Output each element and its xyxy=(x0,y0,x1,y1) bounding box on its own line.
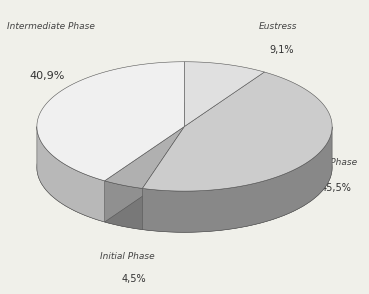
Text: 40,9%: 40,9% xyxy=(30,71,65,81)
Text: 9,1%: 9,1% xyxy=(269,45,294,55)
Ellipse shape xyxy=(37,103,332,232)
Polygon shape xyxy=(142,72,332,191)
Polygon shape xyxy=(184,62,264,126)
Polygon shape xyxy=(37,62,184,181)
Text: Initial Phase: Initial Phase xyxy=(100,252,154,261)
Polygon shape xyxy=(37,126,105,222)
Text: 45,5%: 45,5% xyxy=(321,183,352,193)
Text: Intermediate Phase: Intermediate Phase xyxy=(7,22,95,31)
Text: 4,5%: 4,5% xyxy=(122,274,146,284)
Polygon shape xyxy=(105,126,184,188)
Text: Final Phase: Final Phase xyxy=(306,158,358,167)
Text: Eustress: Eustress xyxy=(258,22,297,31)
Polygon shape xyxy=(142,127,332,232)
Polygon shape xyxy=(105,126,184,230)
